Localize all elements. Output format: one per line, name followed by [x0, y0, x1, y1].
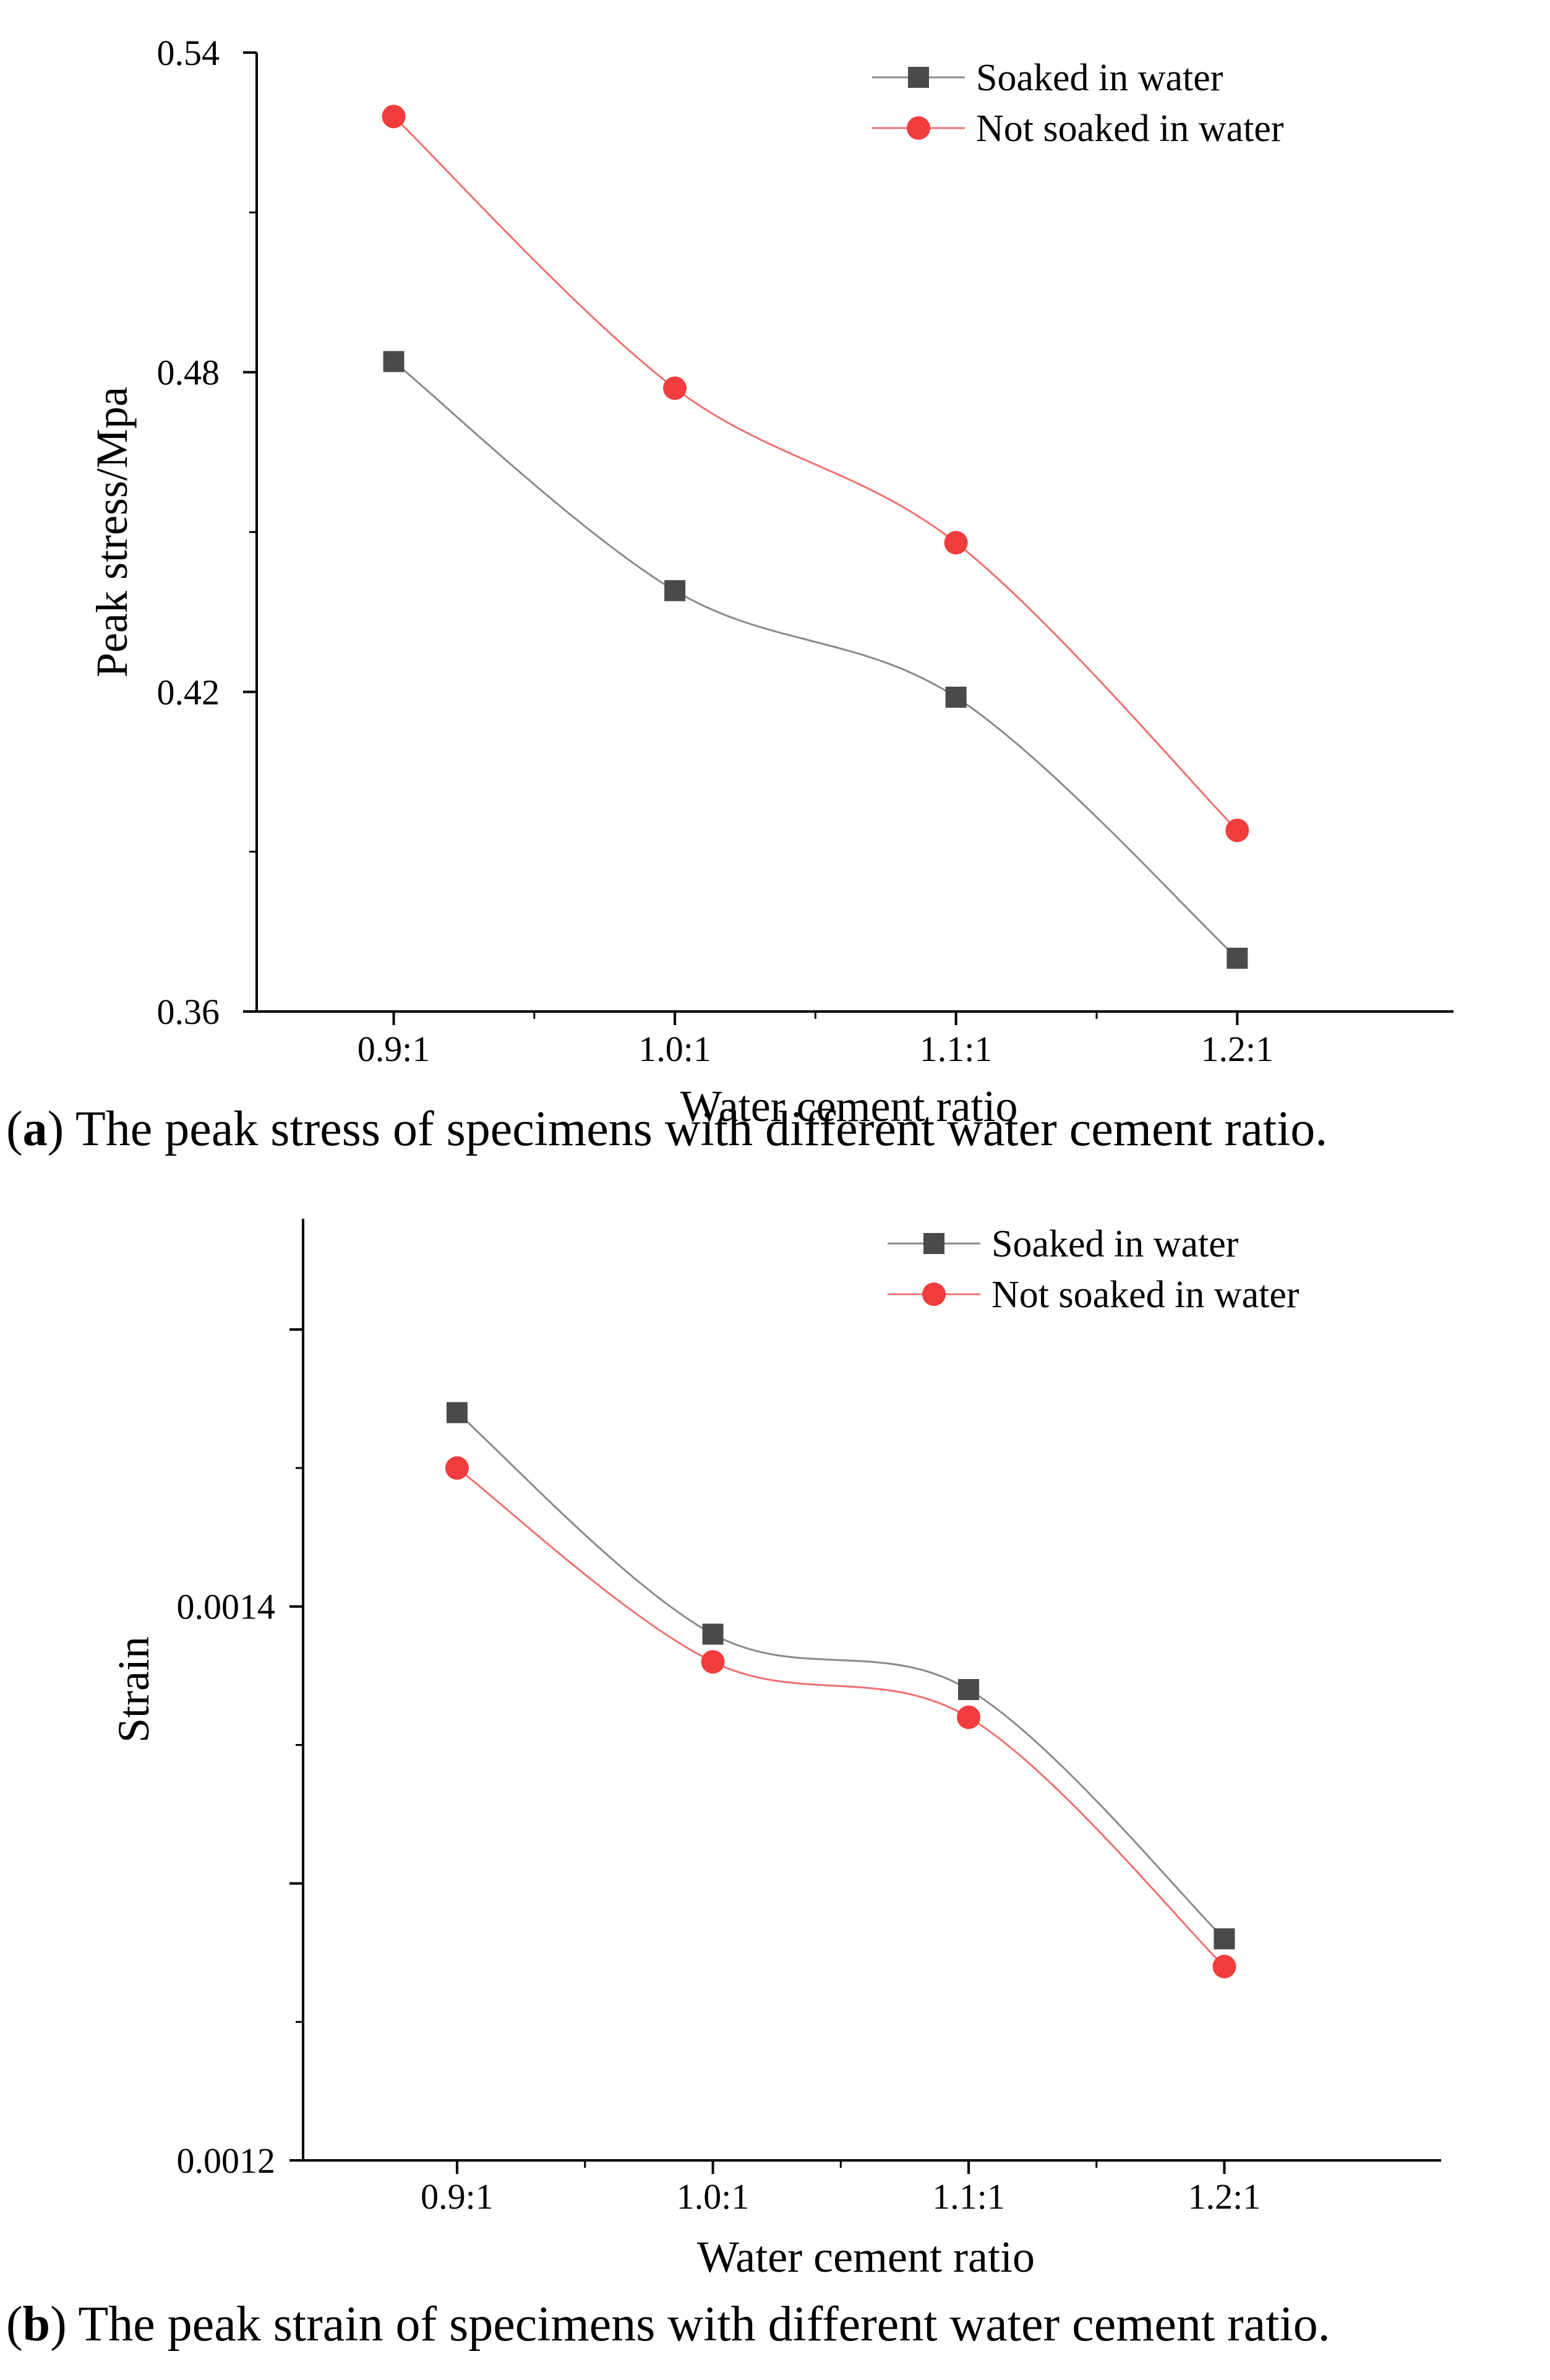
data-point-circle — [944, 531, 968, 555]
data-point-circle — [1225, 818, 1249, 843]
data-point-circle — [382, 105, 406, 129]
y-axis-title: Peak stress/Mpa — [87, 387, 137, 677]
x-tick-label: 0.9:1 — [358, 1029, 430, 1069]
legend-label: Not soaked in water — [991, 1274, 1300, 1316]
series-line-1 — [393, 361, 1238, 959]
series-line-1 — [456, 1412, 1225, 1940]
x-tick-label: 1.1:1 — [932, 2176, 1005, 2217]
x-tick-label: 1.0:1 — [638, 1029, 711, 1069]
series-line-2 — [393, 116, 1238, 831]
series-line-2 — [456, 1467, 1225, 1967]
x-tick-label: 1.2:1 — [1188, 2176, 1261, 2217]
x-tick-label: 1.1:1 — [920, 1029, 993, 1069]
y-tick-label: 0.48 — [157, 353, 220, 393]
legend-label: Soaked in water — [976, 57, 1223, 99]
data-point-circle — [663, 376, 687, 400]
data-point-square — [383, 351, 405, 372]
y-tick-label: 0.0014 — [177, 1587, 276, 1627]
data-point-square — [702, 1623, 724, 1645]
y-tick-label: 0.42 — [157, 672, 220, 712]
legend-marker-circle — [922, 1282, 946, 1306]
legend-marker-square — [923, 1233, 944, 1254]
data-point-circle — [445, 1456, 469, 1480]
caption-a: (a) The peak stress of specimens with di… — [6, 1102, 1328, 1156]
x-axis-title: Water cement ratio — [680, 1081, 1018, 1131]
data-point-square — [664, 580, 686, 601]
data-point-circle — [701, 1650, 725, 1674]
y-tick-label: 0.36 — [157, 992, 220, 1032]
caption-b: (b) The peak strain of specimens with di… — [6, 2297, 1330, 2352]
x-axis-title: Water cement ratio — [697, 2232, 1035, 2282]
chart-panel-b: 0.0012 0.0014 0.9:1 1.0:1 1.1:1 1.2:1 Water ce… — [109, 1219, 1441, 2282]
x-tick-label: 0.9:1 — [421, 2176, 494, 2217]
y-tick-label: 0.0012 — [177, 2141, 276, 2181]
data-point-square — [446, 1402, 468, 1424]
data-point-circle — [957, 1705, 981, 1729]
y-tick-label: 0.54 — [157, 33, 220, 73]
y-axis-title: Strain — [109, 1636, 158, 1743]
x-tick-label: 1.2:1 — [1201, 1029, 1274, 1069]
data-point-square — [945, 686, 967, 708]
data-point-circle — [1212, 1954, 1236, 1978]
data-point-square — [958, 1679, 980, 1700]
x-tick-label: 1.0:1 — [677, 2176, 750, 2217]
legend-marker-square — [908, 67, 929, 88]
chart-panel-a: 0.36 0.42 0.48 0.54 0.9:1 1.0:1 1.1:1 1.2:1 Wate… — [87, 33, 1454, 1131]
legend-marker-circle — [907, 116, 930, 140]
legend-label: Soaked in water — [991, 1223, 1239, 1265]
data-point-square — [1227, 947, 1248, 969]
legend-label: Not soaked in water — [976, 108, 1284, 150]
data-point-square — [1214, 1928, 1235, 1949]
